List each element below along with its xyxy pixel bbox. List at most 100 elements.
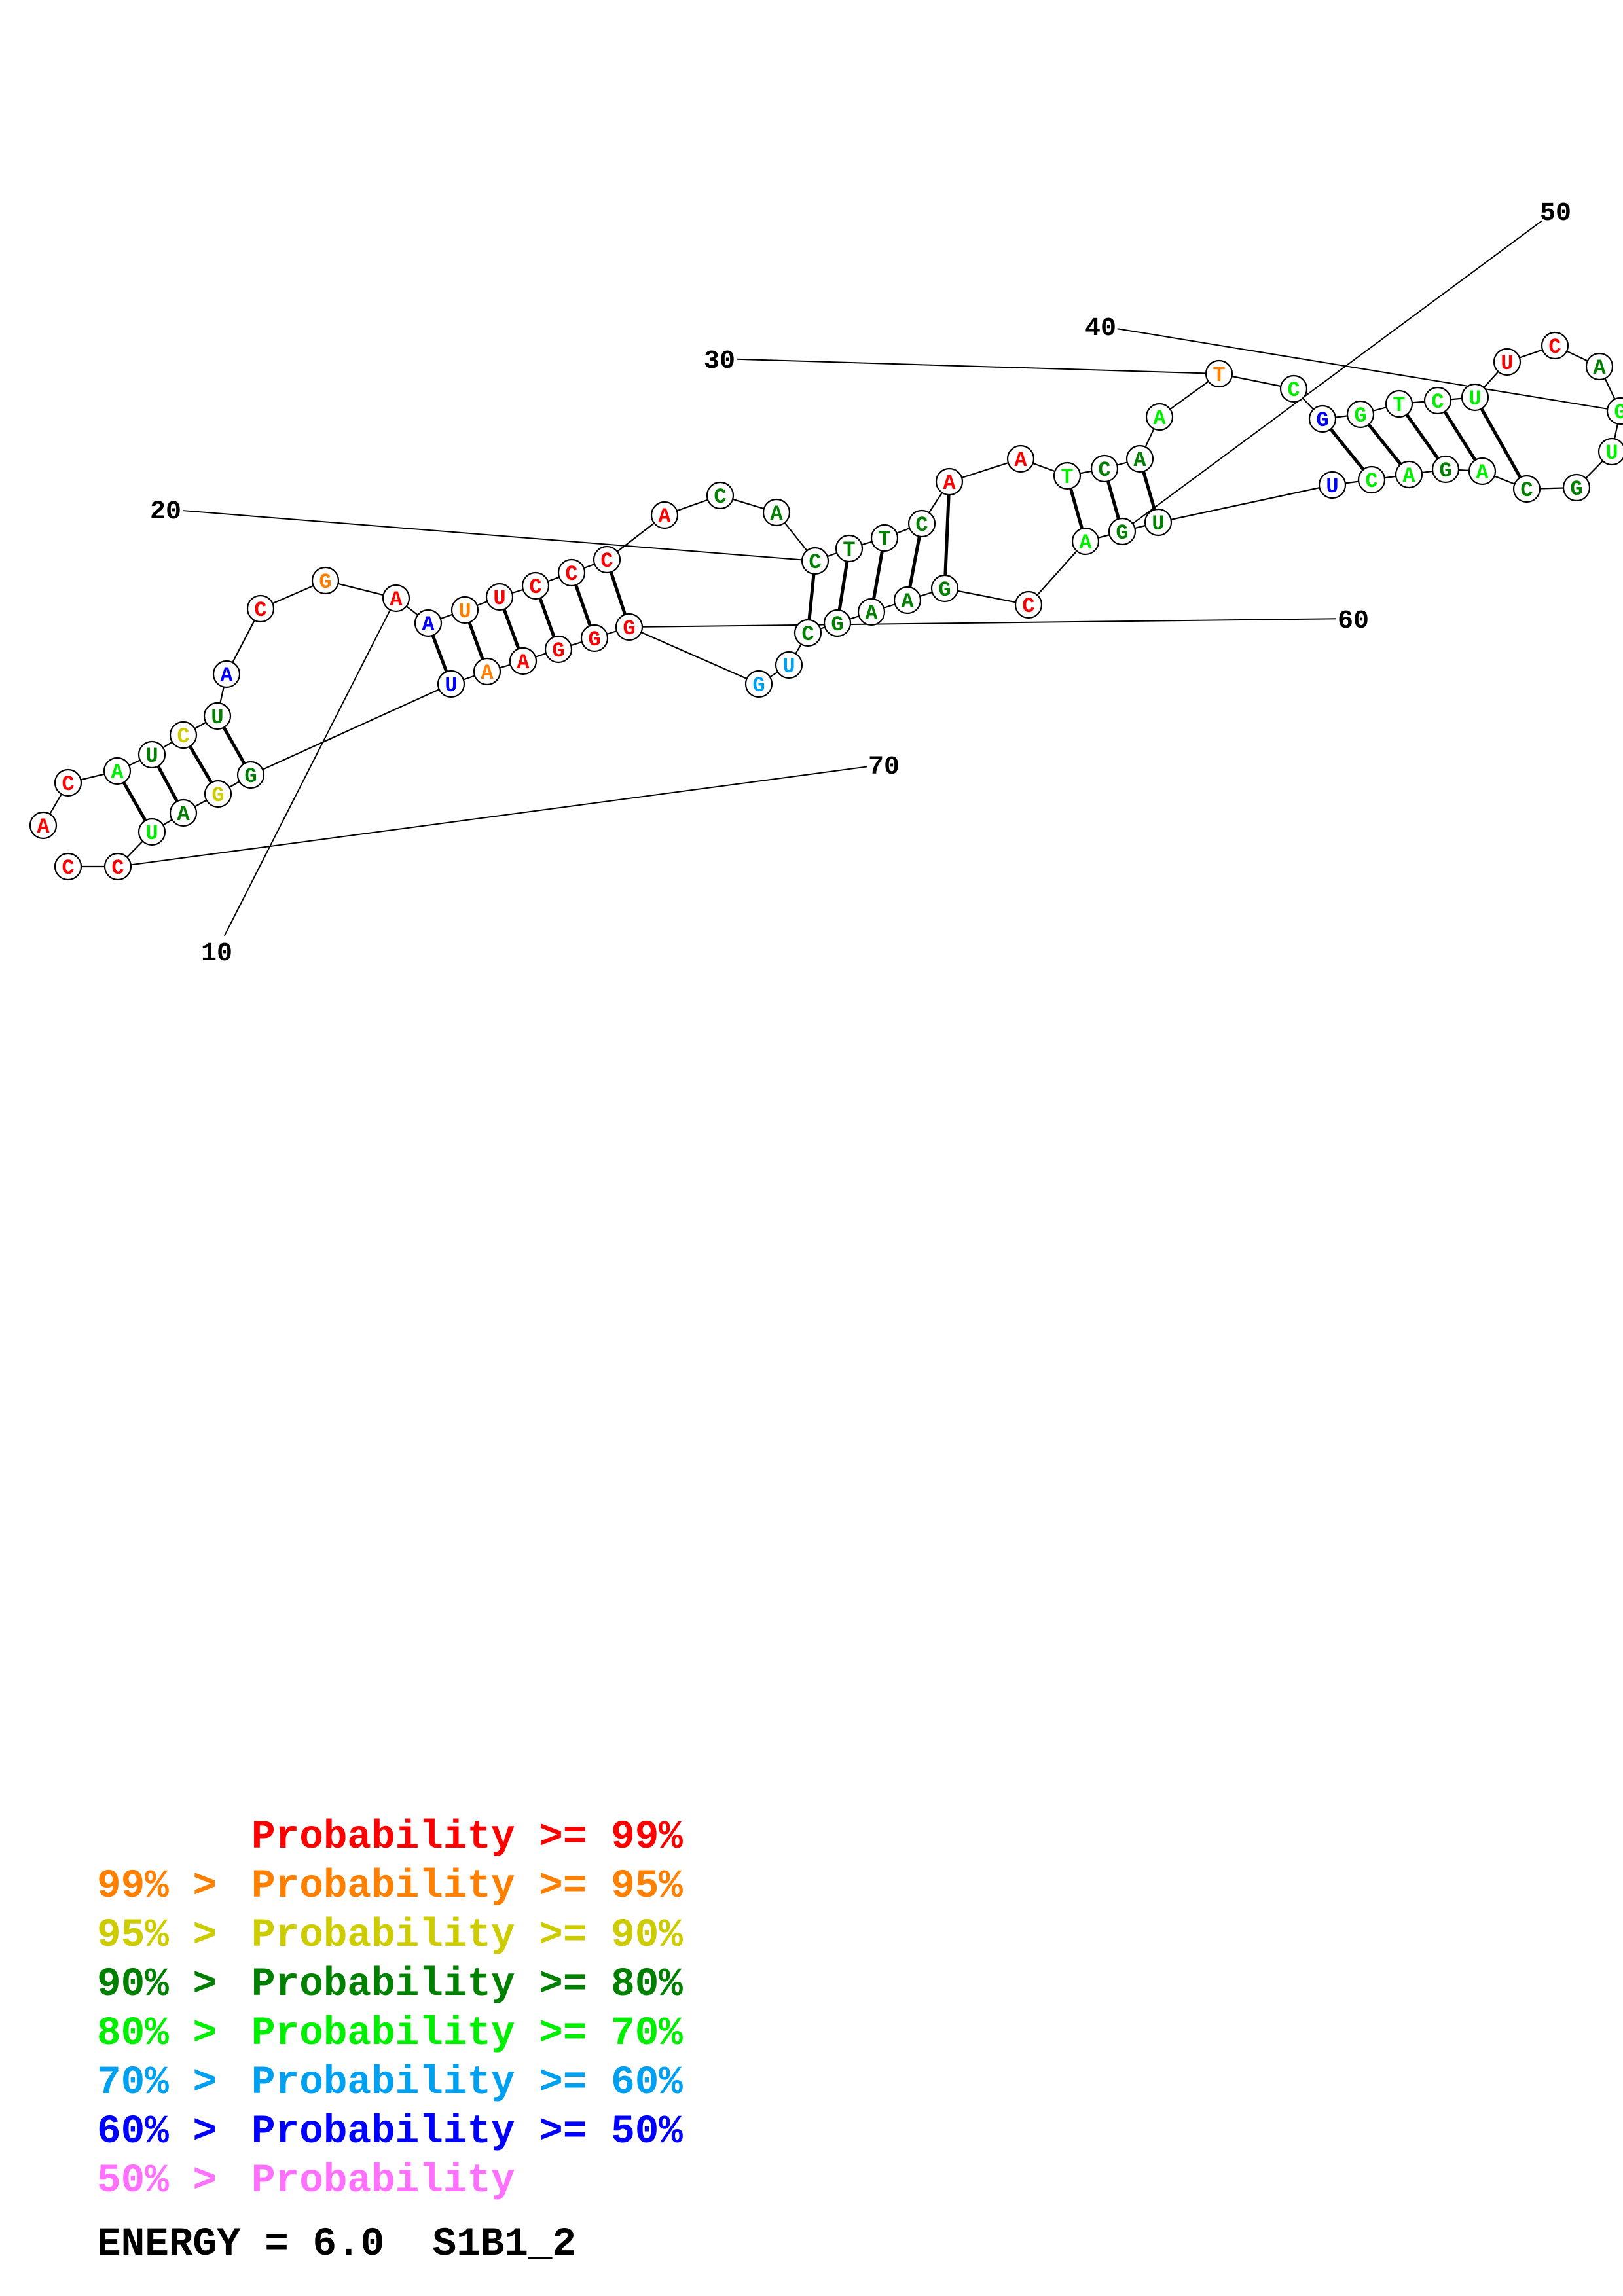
nucleotide-base: U: [782, 655, 795, 679]
nucleotide-circle: [1493, 348, 1522, 376]
nucleotide-circle: [137, 817, 166, 846]
nucleotide: G: [615, 613, 644, 641]
nucleotide-base: G: [1316, 408, 1328, 433]
nucleotide: G: [1562, 473, 1591, 502]
nucleotide-base: G: [1116, 521, 1128, 545]
position-label: 10: [201, 939, 232, 969]
nucleotide: C: [801, 547, 830, 575]
position-label: 20: [150, 497, 181, 527]
nucleotide: T: [870, 524, 899, 552]
position-label: 50: [1540, 199, 1571, 228]
nucleotide: A: [473, 657, 501, 686]
nucleotide-circle: [236, 761, 265, 789]
nucleotide-circle: [1585, 352, 1614, 381]
nucleotide: A: [1125, 444, 1154, 473]
nucleotide: U: [203, 702, 232, 730]
nucleotide: G: [1346, 400, 1375, 429]
nucleotide-circle: [580, 624, 609, 653]
legend-row: 90% > Probability >= 80%: [97, 1960, 683, 2009]
nucleotide-base: A: [1402, 464, 1415, 488]
nucleotide-circle: [1468, 457, 1497, 486]
legend-row: 99% > Probability >= 95%: [97, 1862, 683, 1911]
base-pair-bond: [502, 608, 520, 650]
nucleotide-base: A: [177, 802, 190, 827]
nucleotide-circle: [1318, 471, 1347, 499]
legend-prefix: 60% >: [97, 2109, 241, 2155]
nucleotide-circle: [1125, 444, 1154, 473]
nucleotide-circle: [382, 584, 410, 613]
nucleotide: A: [29, 811, 58, 840]
nucleotide-circle: [593, 545, 621, 574]
nucleotide-base: U: [445, 673, 457, 698]
energy-label: ENERGY = 6.0: [97, 2222, 385, 2267]
nucleotide-circle: [169, 798, 198, 827]
base-pair-bond: [1068, 488, 1084, 529]
nucleotide: A: [857, 598, 886, 626]
backbone-segment: [250, 683, 452, 776]
nucleotide-base: C: [1548, 335, 1561, 359]
nucleotide-circle: [1606, 397, 1623, 425]
nucleotide-circle: [485, 583, 514, 611]
nucleotide-base: A: [481, 661, 494, 685]
position-tick-line: [1132, 220, 1542, 524]
base-pair-bond: [188, 745, 213, 784]
nucleotide: A: [1395, 460, 1423, 489]
nucleotide-circle: [870, 524, 899, 552]
nucleotide-circle: [29, 811, 58, 840]
nucleotide: G: [1308, 404, 1337, 433]
nucleotide: C: [1423, 386, 1452, 415]
nucleotide-base: T: [1213, 363, 1225, 387]
nucleotide-circle: [1541, 331, 1569, 360]
position-tick-line: [642, 618, 1337, 628]
nucleotide-base: U: [493, 586, 505, 611]
base-pair-bond: [837, 561, 849, 611]
base-pair-bond: [1367, 423, 1402, 465]
nucleotide-circle: [775, 651, 803, 679]
legend-prefix: 90% >: [97, 1962, 241, 2007]
legend-label: Probability >= 70%: [251, 2011, 683, 2056]
nucleotide-base: C: [801, 622, 814, 647]
nucleotide-base: A: [658, 505, 671, 529]
nucleotide-circle: [54, 852, 82, 881]
energy-footer: ENERGY = 6.0 S1B1_2: [97, 2222, 576, 2267]
nucleotide: C: [103, 852, 132, 881]
nucleotide-circle: [203, 702, 232, 730]
nucleotide-base: G: [1570, 477, 1582, 501]
nucleotide-base: C: [565, 562, 577, 586]
nucleotide-base: A: [770, 502, 783, 526]
structure-name: S1B1_2: [432, 2222, 577, 2267]
nucleotide-base: A: [220, 664, 233, 688]
legend-row: 60% > Probability >= 50%: [97, 2108, 683, 2157]
nucleotide-circle: [544, 635, 573, 664]
position-label: 30: [704, 347, 735, 376]
nucleotide-circle: [1053, 461, 1082, 490]
position-tick-line: [223, 609, 391, 937]
nucleotide: C: [907, 509, 936, 538]
nucleotide-base: C: [714, 485, 726, 509]
legend-prefix: 50% >: [97, 2159, 241, 2204]
nucleotide: A: [762, 498, 791, 527]
nucleotide: U: [1144, 508, 1173, 537]
nucleotide: C: [593, 545, 621, 574]
nucleotide: T: [1053, 461, 1082, 490]
nucleotide-circle: [1346, 400, 1375, 429]
nucleotide: A: [935, 467, 964, 496]
nucleotide: C: [521, 571, 550, 600]
nucleotide-circle: [414, 609, 443, 637]
nucleotide: T: [1205, 359, 1233, 388]
nucleotide-circle: [793, 619, 822, 647]
nucleotide-base: U: [1468, 387, 1481, 411]
nucleotide-base: A: [422, 613, 435, 637]
nucleotide-circle: [557, 558, 586, 587]
nucleotide-circle: [835, 534, 864, 563]
nucleotide-circle: [857, 598, 886, 626]
nucleotide-base: U: [1501, 351, 1513, 376]
nucleotide-base: A: [1133, 448, 1146, 473]
nucleotide-circle: [1279, 374, 1308, 403]
legend-prefix: 80% >: [97, 2011, 241, 2056]
nucleotide-circle: [204, 780, 232, 808]
nucleotide-circle: [1562, 473, 1591, 502]
nucleotide: T: [835, 534, 864, 563]
nucleotide: U: [450, 596, 479, 624]
